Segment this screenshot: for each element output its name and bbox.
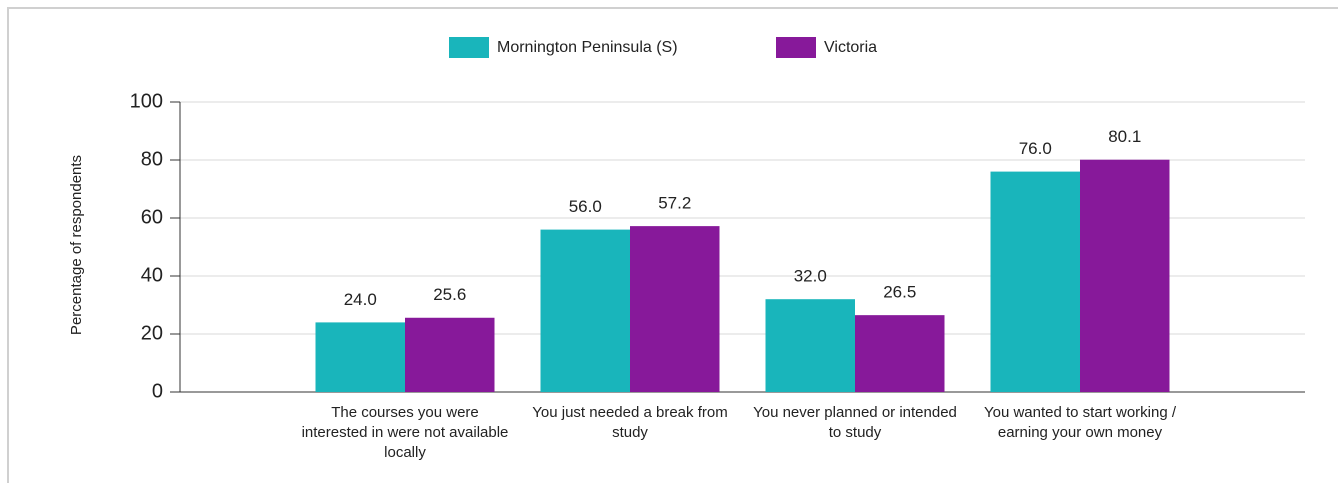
x-tick-label: The courses you were interested in were … [301, 404, 509, 461]
legend-swatch [449, 37, 489, 58]
y-tick-label: 20 [141, 322, 163, 344]
bar [630, 226, 720, 392]
value-label: 56.0 [569, 197, 602, 216]
y-tick-label: 80 [141, 148, 163, 170]
value-label: 24.0 [344, 290, 377, 309]
bar [1080, 159, 1170, 392]
value-label: 57.2 [658, 194, 691, 213]
legend-swatch [776, 37, 816, 58]
x-tick-label: You just needed a break from study [532, 404, 728, 441]
y-tick-label: 60 [141, 206, 163, 228]
legend-label: Victoria [824, 39, 877, 56]
x-tick-label: You never planned or intended to study [753, 404, 957, 441]
bar [765, 299, 855, 392]
y-axis-label: Percentage of respondents [68, 155, 85, 335]
bar [315, 322, 405, 392]
value-label: 32.0 [794, 267, 827, 286]
value-label: 80.1 [1108, 127, 1141, 146]
x-tick-label: You wanted to start working / earning yo… [983, 404, 1177, 441]
value-label: 25.6 [433, 285, 466, 304]
value-label: 76.0 [1019, 139, 1052, 158]
bar [405, 317, 495, 392]
y-tick-label: 0 [152, 380, 163, 402]
y-tick-label: 40 [141, 264, 163, 286]
y-tick-label: 100 [130, 90, 163, 112]
bar [540, 229, 630, 392]
bar [855, 315, 945, 392]
frame [7, 7, 1338, 483]
bar [990, 171, 1080, 392]
value-label: 26.5 [883, 283, 916, 302]
legend-label: Mornington Peninsula (S) [497, 39, 678, 56]
